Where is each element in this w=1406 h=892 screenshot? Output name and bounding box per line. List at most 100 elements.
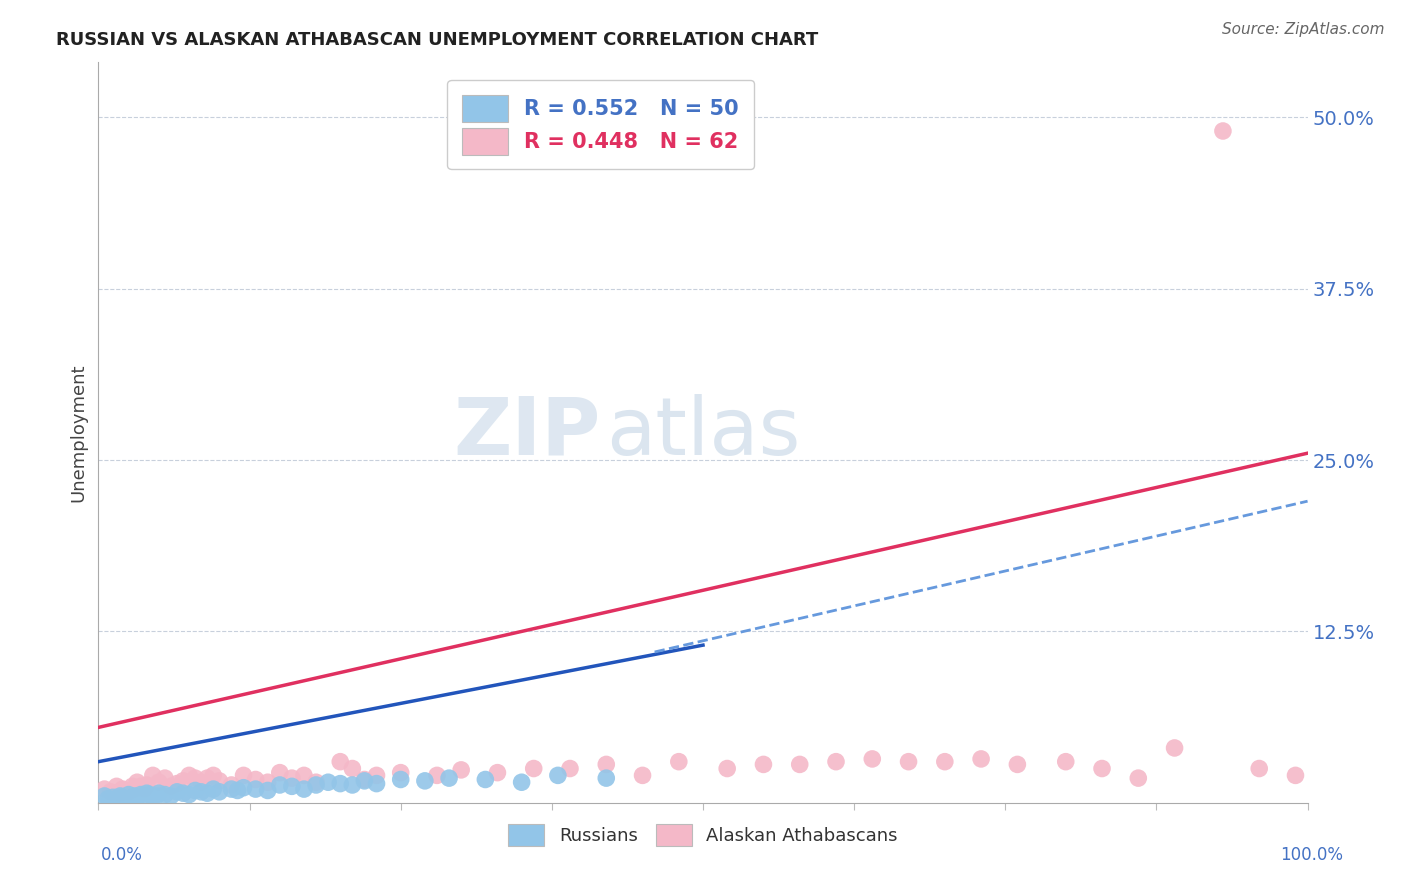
Point: [523, 762, 546, 776]
Point: [558, 762, 581, 776]
Point: [111, 782, 134, 797]
Text: 100.0%: 100.0%: [1279, 846, 1343, 863]
Point: [547, 768, 569, 782]
Point: [269, 778, 291, 792]
Point: [111, 790, 134, 805]
Point: [256, 783, 278, 797]
Point: [166, 776, 188, 790]
Point: [752, 757, 775, 772]
Point: [190, 775, 212, 789]
Point: [305, 775, 328, 789]
Point: [353, 773, 375, 788]
Point: [389, 765, 412, 780]
Point: [897, 755, 920, 769]
Point: [329, 755, 352, 769]
Point: [860, 752, 883, 766]
Point: [127, 775, 149, 789]
Point: [281, 780, 304, 794]
Point: [1284, 768, 1306, 782]
Point: [202, 768, 225, 782]
Point: [124, 782, 146, 797]
Point: [93, 782, 115, 797]
Y-axis label: Unemployment: Unemployment: [69, 363, 87, 502]
Point: [389, 772, 412, 787]
Point: [160, 780, 183, 794]
Point: [124, 789, 146, 803]
Point: [226, 783, 249, 797]
Point: [413, 773, 436, 788]
Point: [1212, 124, 1234, 138]
Point: [1249, 762, 1271, 776]
Point: [292, 782, 315, 797]
Point: [195, 786, 218, 800]
Point: [129, 780, 152, 794]
Point: [190, 785, 212, 799]
Point: [1163, 741, 1185, 756]
Point: [184, 783, 207, 797]
Point: [269, 765, 291, 780]
Point: [668, 755, 690, 769]
Point: [366, 768, 388, 782]
Point: [105, 791, 128, 805]
Point: [134, 782, 156, 797]
Point: [108, 789, 131, 803]
Point: [1054, 755, 1077, 769]
Point: [789, 757, 811, 772]
Point: [172, 773, 194, 788]
Point: [93, 789, 115, 803]
Point: [595, 771, 617, 785]
Point: [153, 788, 176, 802]
Point: [342, 778, 364, 792]
Point: [329, 776, 352, 790]
Point: [366, 776, 388, 790]
Point: [474, 772, 496, 787]
Point: [97, 791, 120, 805]
Point: [934, 755, 956, 769]
Point: [353, 772, 375, 787]
Point: [148, 786, 170, 800]
Point: [145, 789, 167, 803]
Point: [716, 762, 738, 776]
Point: [179, 788, 201, 802]
Point: [195, 771, 218, 785]
Point: [184, 771, 207, 785]
Text: RUSSIAN VS ALASKAN ATHABASCAN UNEMPLOYMENT CORRELATION CHART: RUSSIAN VS ALASKAN ATHABASCAN UNEMPLOYME…: [56, 31, 818, 49]
Point: [114, 791, 136, 805]
Point: [232, 780, 254, 795]
Text: ZIP: ZIP: [453, 393, 600, 472]
Point: [135, 778, 157, 792]
Point: [142, 790, 165, 805]
Point: [142, 768, 165, 782]
Legend: Russians, Alaskan Athabascans: Russians, Alaskan Athabascans: [498, 813, 908, 856]
Point: [100, 793, 122, 807]
Point: [100, 785, 122, 799]
Point: [148, 775, 170, 789]
Point: [179, 768, 201, 782]
Point: [208, 785, 231, 799]
Point: [1091, 762, 1114, 776]
Text: Source: ZipAtlas.com: Source: ZipAtlas.com: [1222, 22, 1385, 37]
Point: [105, 780, 128, 794]
Point: [232, 768, 254, 782]
Point: [825, 755, 848, 769]
Point: [121, 790, 143, 805]
Point: [256, 775, 278, 789]
Point: [172, 786, 194, 800]
Point: [305, 778, 328, 792]
Point: [426, 768, 449, 782]
Point: [108, 786, 131, 800]
Point: [153, 771, 176, 785]
Point: [138, 788, 160, 802]
Point: [292, 768, 315, 782]
Point: [510, 775, 533, 789]
Point: [1007, 757, 1029, 772]
Point: [245, 772, 267, 787]
Point: [127, 790, 149, 805]
Point: [486, 765, 509, 780]
Point: [160, 789, 183, 803]
Point: [221, 778, 243, 792]
Point: [166, 785, 188, 799]
Point: [135, 786, 157, 800]
Point: [118, 785, 141, 799]
Point: [134, 789, 156, 803]
